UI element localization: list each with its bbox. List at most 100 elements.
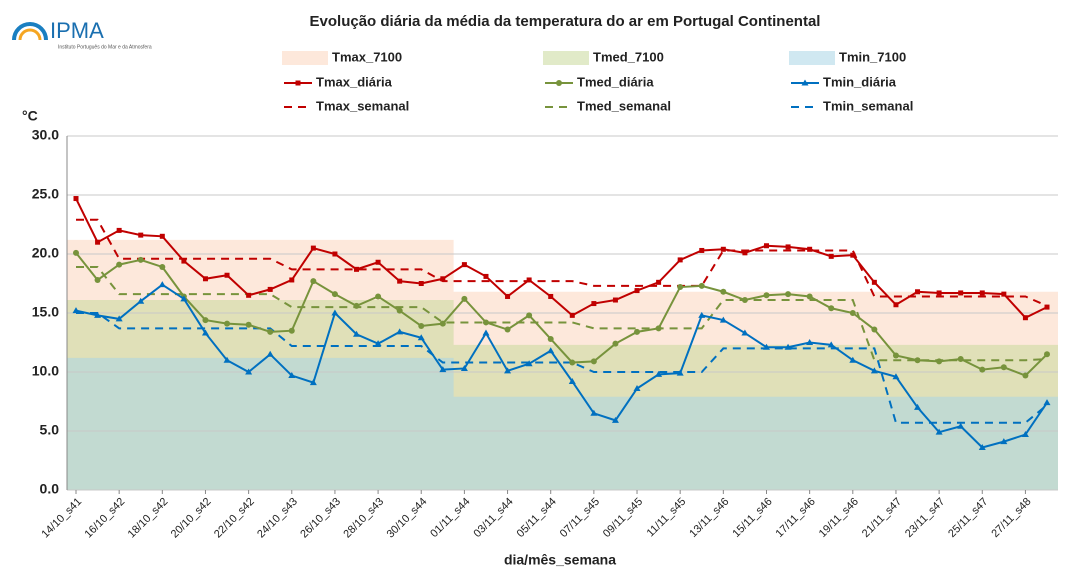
marker (741, 329, 749, 336)
marker (202, 317, 209, 324)
marker (224, 272, 230, 278)
x-tick-label: 11/11_s45 (645, 496, 689, 540)
marker (784, 343, 792, 350)
marker (354, 266, 360, 272)
y-tick-label: 30.0 (32, 127, 59, 143)
marker (957, 422, 965, 429)
marker (590, 409, 598, 416)
marker (741, 297, 748, 304)
marker (979, 366, 986, 373)
marker (138, 232, 144, 238)
x-tick-label: 01/11_s44 (428, 496, 472, 540)
daily-line (75, 252, 1048, 377)
x-tick-label: 19/11_s46 (817, 496, 861, 540)
marker (245, 368, 253, 375)
marker (418, 281, 424, 286)
x-tick-label: 07/11_s45 (558, 496, 602, 540)
marker (547, 347, 555, 354)
marker (505, 293, 511, 299)
x-tick-label: 18/10_s42 (126, 496, 171, 541)
marker (72, 307, 80, 314)
marker (375, 293, 382, 300)
marker (742, 250, 748, 256)
marker (1022, 315, 1028, 321)
marker (374, 340, 382, 347)
legend-label: Tmin_7100 (839, 49, 906, 64)
weekly-line (76, 218, 1048, 307)
marker (1044, 351, 1050, 358)
weekly-line (76, 265, 1048, 362)
x-tick-label: 13/11_s46 (687, 496, 731, 540)
marker (807, 246, 813, 252)
legend-label: Tmed_7100 (593, 49, 664, 64)
x-tick-label: 03/11_s44 (471, 496, 515, 540)
marker (1021, 431, 1029, 438)
marker (202, 276, 208, 282)
marker (440, 276, 446, 282)
marker (936, 290, 942, 296)
marker (634, 288, 640, 294)
marker (267, 328, 274, 335)
y-tick-label: 20.0 (32, 245, 59, 261)
marker (310, 278, 317, 285)
marker (893, 302, 899, 308)
x-tick-label: 25/11_s47 (946, 496, 990, 540)
marker (353, 330, 361, 337)
marker (698, 282, 705, 289)
marker (1000, 438, 1008, 445)
marker (332, 251, 338, 257)
marker (806, 293, 813, 300)
logo: IPMA Instituto Português do Mar e da Atm… (12, 18, 152, 50)
y-tick-label: 15.0 (32, 304, 59, 320)
marker (978, 444, 986, 451)
marker (224, 320, 231, 327)
marker (159, 233, 165, 239)
marker (590, 358, 597, 365)
marker (935, 428, 943, 435)
marker (915, 289, 921, 295)
x-tick-label: 05/11_s44 (515, 496, 559, 540)
marker (295, 80, 301, 86)
x-tick-label: 09/11_s45 (601, 496, 645, 540)
marker (849, 310, 856, 316)
marker (850, 252, 856, 258)
marker (892, 373, 900, 380)
marker (396, 307, 403, 314)
marker (914, 357, 921, 364)
marker (936, 358, 943, 365)
plot-area: 0.0 5.0 10.0 15.0 20.0 25.0 30.0 14/10_s4116/10… (32, 127, 1058, 541)
marker (612, 340, 619, 347)
x-tick-label: 30/10_s44 (385, 496, 430, 541)
legend-label: Tmax_7100 (332, 49, 402, 64)
legend-swatch (543, 51, 589, 65)
marker (556, 80, 562, 86)
legend: Tmax_7100 Tmed_7100 Tmin_7100 Tmax_diária Tm… (282, 49, 913, 113)
x-tick-label: 24/10_s43 (255, 496, 300, 541)
marker (116, 261, 123, 268)
legend-label: Tmax_semanal (316, 98, 409, 113)
marker (849, 356, 857, 363)
marker (1044, 304, 1050, 310)
marker (656, 279, 662, 285)
chart-title: Evolução diária da média da temperatura … (310, 13, 821, 30)
marker (871, 279, 877, 285)
marker (266, 350, 274, 357)
marker (115, 315, 123, 322)
legend-label: Tmax_diária (316, 74, 393, 89)
marker (699, 247, 705, 253)
marker (94, 311, 102, 318)
marker (958, 290, 964, 296)
marker (158, 281, 166, 288)
y-axis-label: °C (22, 108, 38, 124)
marker (828, 305, 835, 312)
marker (288, 372, 296, 379)
x-tick-label: 16/10_s42 (83, 496, 128, 541)
marker (137, 256, 144, 263)
legend-swatch (789, 51, 835, 65)
marker (180, 295, 188, 302)
marker (418, 322, 425, 329)
x-tick-label: 27/11_s48 (989, 496, 1033, 540)
marker (676, 369, 684, 376)
marker (525, 360, 533, 367)
